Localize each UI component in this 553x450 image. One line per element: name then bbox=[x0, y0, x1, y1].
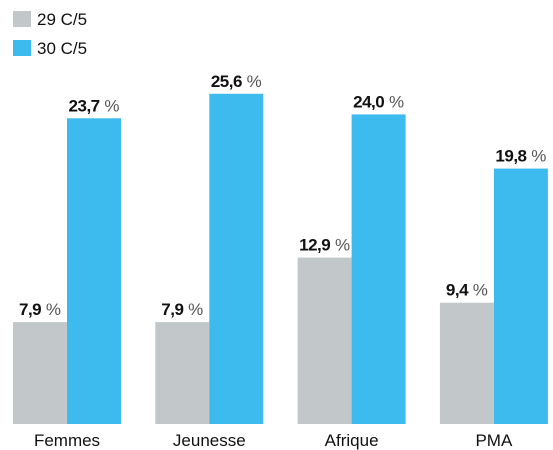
value-label: 7,9 % bbox=[161, 300, 203, 319]
bar bbox=[351, 114, 406, 425]
value-label: 7,9 % bbox=[19, 300, 61, 319]
x-tick-label: Femmes bbox=[34, 431, 100, 450]
legend-label: 29 C/5 bbox=[37, 10, 87, 29]
bar bbox=[439, 302, 494, 424]
legend-label: 30 C/5 bbox=[37, 39, 87, 58]
value-label: 9,4 % bbox=[446, 281, 488, 300]
bar bbox=[155, 322, 210, 424]
bar bbox=[209, 93, 264, 424]
bar bbox=[67, 118, 121, 425]
x-tick-label: Afrique bbox=[325, 431, 379, 450]
legend-swatch bbox=[13, 11, 31, 27]
value-label: 12,9 % bbox=[299, 236, 350, 255]
value-label: 25,6 % bbox=[211, 72, 262, 91]
value-label: 23,7 % bbox=[69, 96, 120, 115]
legend-swatch bbox=[13, 40, 31, 56]
bar bbox=[297, 257, 352, 424]
bar bbox=[493, 168, 548, 424]
value-label: 19,8 % bbox=[495, 147, 546, 166]
x-tick-label: PMA bbox=[475, 431, 513, 450]
bar bbox=[13, 322, 67, 424]
x-tick-label: Jeunesse bbox=[173, 431, 246, 450]
value-label: 24,0 % bbox=[353, 92, 404, 111]
